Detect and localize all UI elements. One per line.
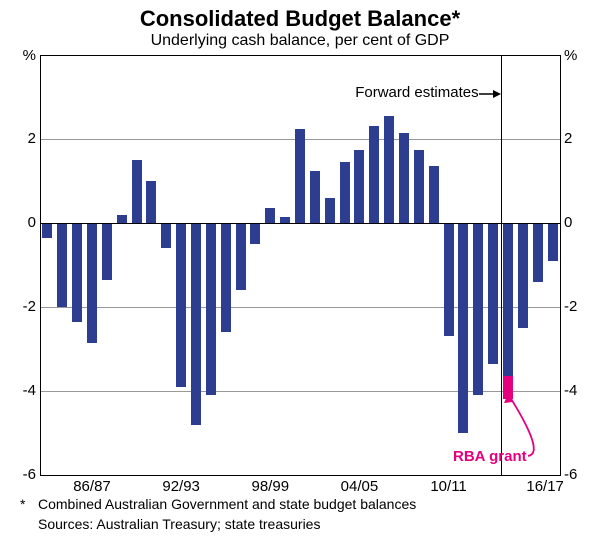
ytick-right: -4	[564, 382, 577, 399]
ytick-left: 2	[28, 130, 36, 147]
ytick-right: 2	[564, 130, 572, 147]
ytick-left: -4	[23, 382, 36, 399]
xtick-label: 16/17	[515, 478, 575, 495]
xtick-label: 98/99	[240, 478, 300, 495]
chart-title: Consolidated Budget Balance*	[0, 6, 600, 32]
rba-arrow-icon	[503, 383, 543, 463]
sources-text: Sources: Australian Treasury; state trea…	[38, 516, 578, 532]
ytick-left: -2	[23, 298, 36, 315]
xtick-label: 92/93	[151, 478, 211, 495]
ytick-left: 0	[28, 214, 36, 231]
chart-container: Consolidated Budget Balance* Underlying …	[0, 0, 600, 541]
footnote-text: Combined Australian Government and state…	[38, 496, 578, 512]
xtick-label: 86/87	[62, 478, 122, 495]
forward-arrow-icon	[479, 88, 501, 100]
footnote-star: *	[20, 496, 25, 512]
plot-area: -6-6-4-4-2-20022%%86/8792/9398/9904/0510…	[40, 55, 560, 475]
ytick-right: 0	[564, 214, 572, 231]
xtick-label: 04/05	[329, 478, 389, 495]
forward-estimates-label: Forward estimates	[355, 84, 478, 101]
ytick-right: -2	[564, 298, 577, 315]
y-unit-right: %	[564, 47, 577, 64]
ytick-left: -6	[23, 466, 36, 483]
chart-subtitle: Underlying cash balance, per cent of GDP	[0, 32, 600, 50]
plot-border	[40, 55, 561, 476]
y-unit-left: %	[23, 47, 36, 64]
xtick-label: 10/11	[419, 478, 479, 495]
